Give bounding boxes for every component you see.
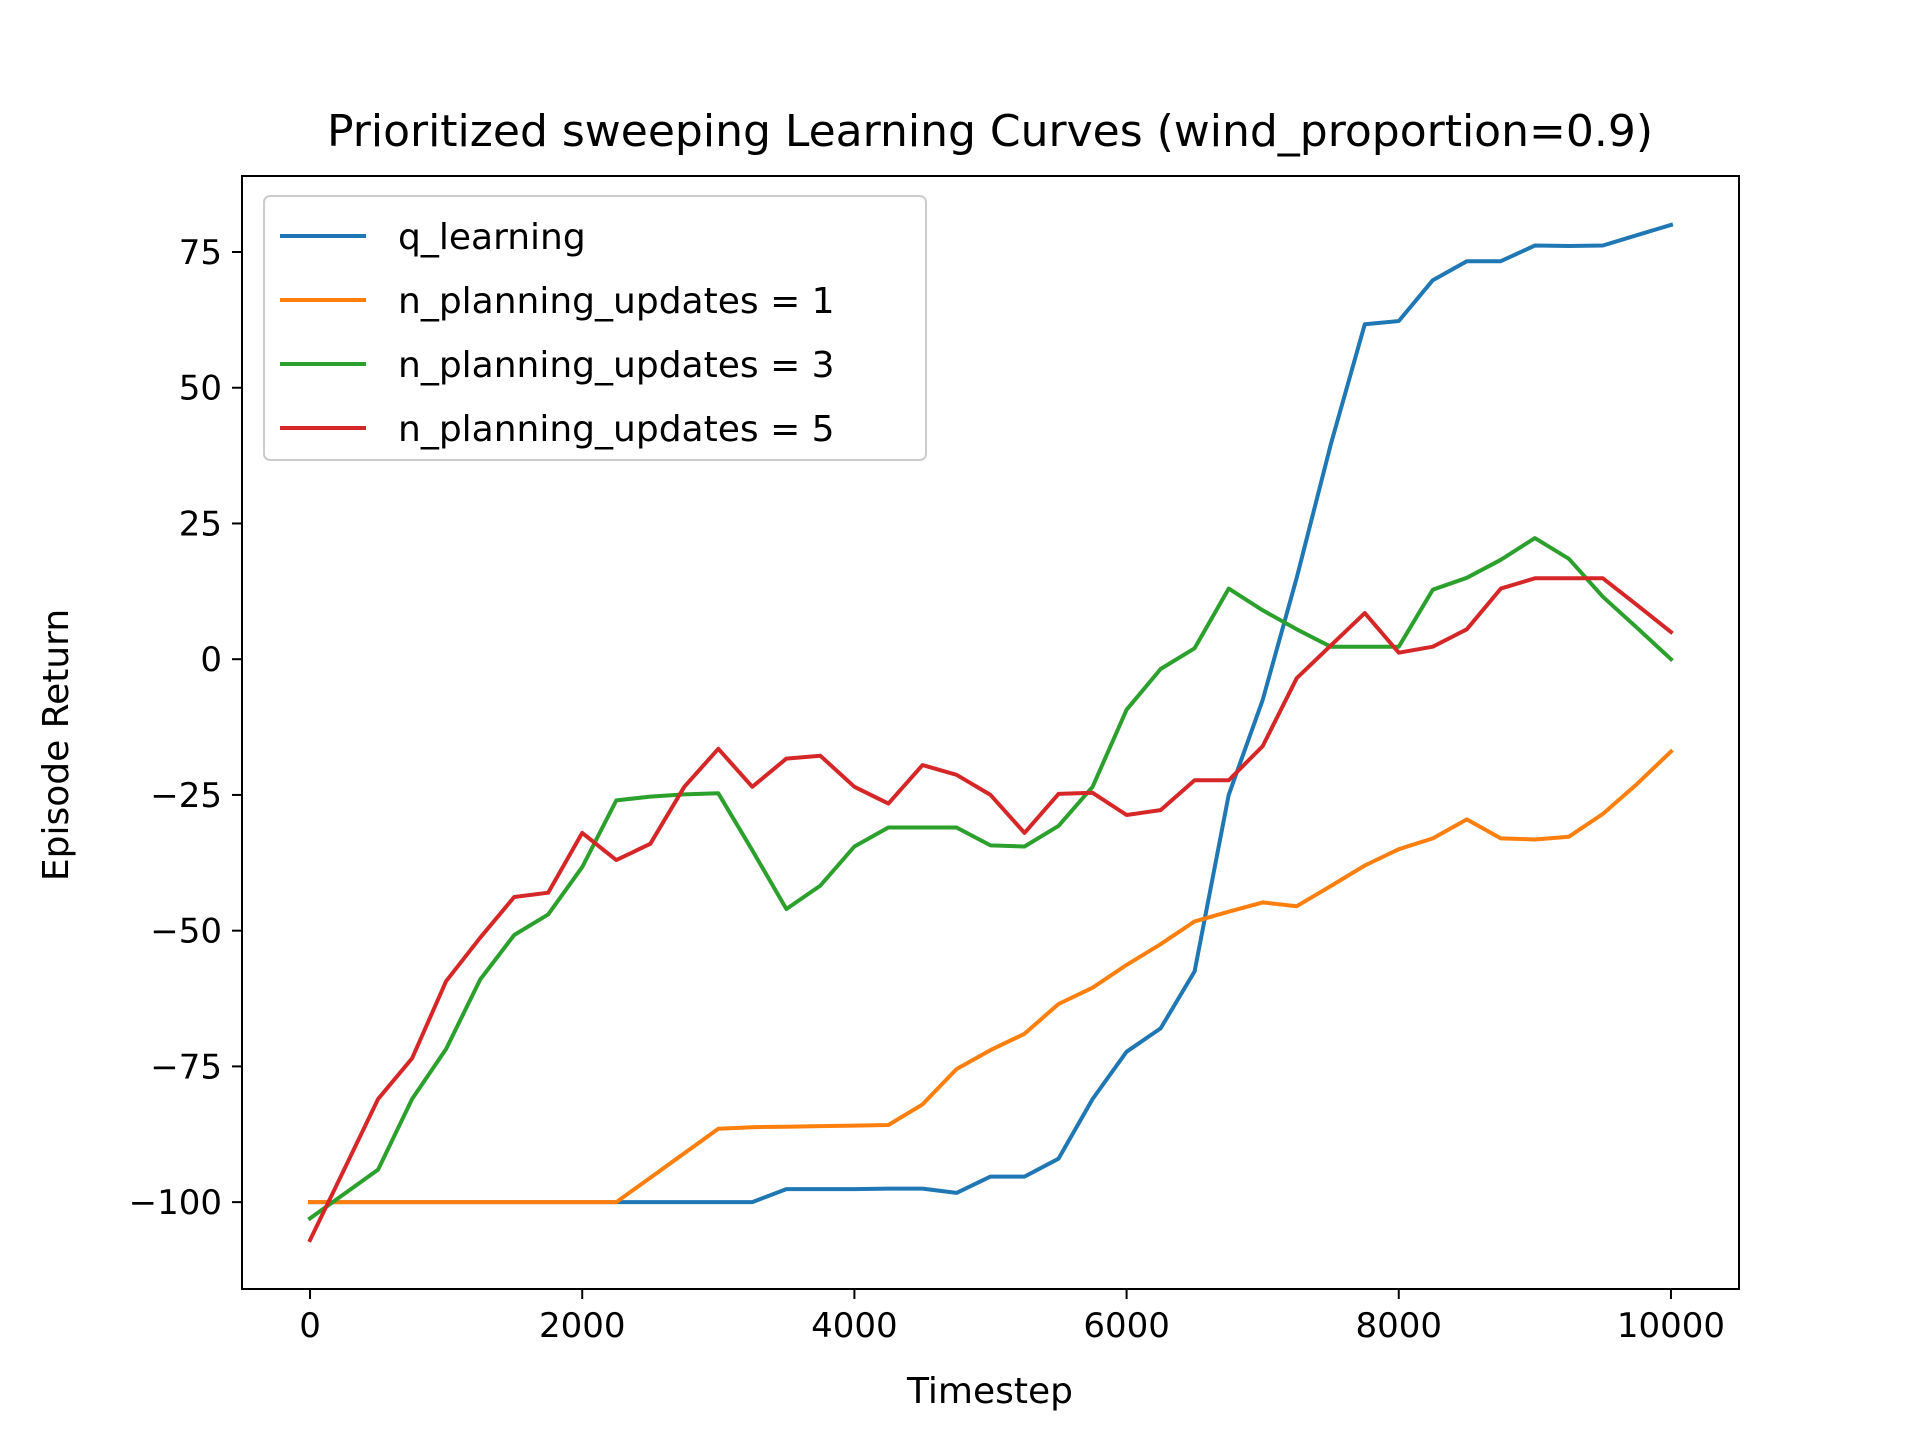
series-line-3 (307, 576, 1674, 1243)
y-tick-label: −25 (150, 776, 222, 816)
x-tick-label: 8000 (1356, 1306, 1443, 1346)
legend-box (263, 195, 927, 461)
y-tick-label: −75 (150, 1047, 222, 1087)
legend: q_learning n_planning_updates = 1 n_planni… (263, 195, 927, 461)
x-tick-label: 0 (299, 1306, 321, 1346)
axes-frame (241, 175, 1740, 1290)
y-axis-label: Episode Return (36, 609, 77, 881)
y-tick-label: −100 (129, 1183, 222, 1223)
y-tick-label: 50 (179, 369, 222, 409)
legend-entry: n_planning_updates = 5 (398, 409, 835, 450)
x-tick-label: 10000 (1617, 1306, 1725, 1346)
chart-title: Prioritized sweeping Learning Curves (wi… (327, 106, 1653, 157)
legend-entry: n_planning_updates = 3 (398, 345, 835, 386)
y-tick-label: −50 (150, 912, 222, 952)
legend-entry: n_planning_updates = 1 (398, 281, 835, 322)
y-tick-label: 25 (179, 504, 222, 544)
x-tick-label: 4000 (811, 1306, 898, 1346)
y-tick-label: 75 (179, 233, 222, 273)
y-tick-label: 0 (200, 640, 222, 680)
series-line-1 (308, 748, 1674, 1205)
x-axis-label: Timestep (906, 1371, 1073, 1412)
series-line-2 (307, 536, 1674, 1222)
x-tick-label: 6000 (1083, 1306, 1170, 1346)
plot-area (307, 222, 1674, 1243)
legend-entry: q_learning (398, 217, 586, 258)
x-tick-label: 2000 (539, 1306, 626, 1346)
axis-ticks: 0 2000 4000 6000 8000 10000 75 50 25 0 −25 −50 −75 −1… (129, 233, 1725, 1346)
